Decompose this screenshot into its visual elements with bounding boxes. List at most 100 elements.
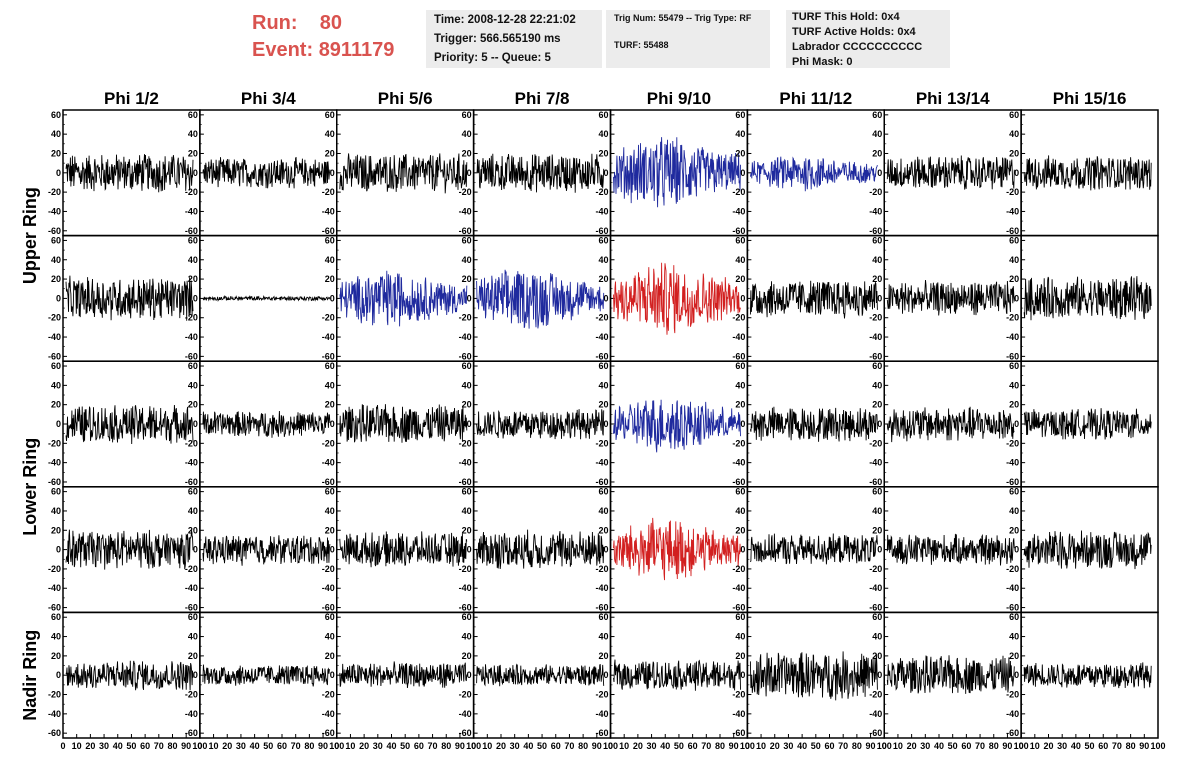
y-tick-label: -20	[48, 438, 61, 448]
y-tick-label: 40	[598, 255, 608, 265]
column-header: Phi 7/8	[515, 89, 570, 108]
x-tick-label: 0	[471, 741, 476, 751]
waveform-trace	[65, 154, 194, 193]
run-label: Run:	[252, 12, 298, 34]
x-tick-label: 0	[1019, 741, 1024, 751]
x-tick-label: 80	[989, 741, 999, 751]
x-tick-label: 10	[72, 741, 82, 751]
y-tick-label: 20	[462, 400, 472, 410]
y-tick-label: 60	[462, 110, 472, 120]
y-tick-label: 0	[603, 545, 608, 555]
y-tick-label: 20	[188, 525, 198, 535]
run-value: 80	[319, 12, 343, 34]
y-tick-label: 20	[188, 400, 198, 410]
x-tick-label: 30	[647, 741, 657, 751]
row-label: Nadir Ring	[20, 630, 40, 721]
y-tick-label: -60	[1006, 351, 1019, 361]
y-tick-label: 40	[51, 129, 61, 139]
y-tick-label: 0	[877, 545, 882, 555]
x-tick-label: 0	[334, 741, 339, 751]
x-tick-label: 30	[236, 741, 246, 751]
y-tick-label: 0	[603, 670, 608, 680]
y-tick-label: 20	[188, 148, 198, 158]
y-tick-label: -40	[185, 709, 198, 719]
y-tick-label: -60	[732, 351, 745, 361]
y-tick-label: -20	[185, 438, 198, 448]
y-tick-label: 60	[462, 361, 472, 371]
y-tick-label: 60	[1009, 235, 1019, 245]
y-tick-label: 0	[330, 168, 335, 178]
y-tick-label: 0	[330, 670, 335, 680]
y-tick-label: 40	[735, 632, 745, 642]
y-tick-label: -20	[1006, 564, 1019, 574]
y-tick-label: 40	[51, 255, 61, 265]
x-tick-label: 80	[1126, 741, 1136, 751]
x-tick-label: 40	[250, 741, 260, 751]
x-tick-label: 80	[167, 741, 177, 751]
y-tick-label: 40	[462, 506, 472, 516]
y-tick-label: 60	[188, 235, 198, 245]
phi-mask-text: Phi Mask: 0	[792, 56, 853, 68]
y-tick-label: -40	[732, 583, 745, 593]
y-tick-label: -40	[595, 583, 608, 593]
trig-info-box: Trig Num: 55479 -- Trig Type: RF TURF: 5…	[606, 10, 770, 68]
y-tick-label: -40	[869, 206, 882, 216]
y-tick-label: -60	[48, 603, 61, 613]
y-tick-label: 60	[462, 235, 472, 245]
x-tick-label: 100	[1150, 741, 1165, 751]
y-tick-label: -60	[48, 351, 61, 361]
y-tick-label: -60	[322, 728, 335, 738]
y-tick-label: -60	[459, 603, 472, 613]
y-tick-label: 20	[325, 651, 335, 661]
y-tick-label: 40	[735, 380, 745, 390]
y-tick-label: 0	[1014, 670, 1019, 680]
y-tick-label: -60	[48, 728, 61, 738]
x-tick-label: 40	[797, 741, 807, 751]
waveform-trace	[65, 529, 194, 570]
y-tick-label: 60	[51, 612, 61, 622]
y-tick-label: -40	[322, 458, 335, 468]
y-tick-label: 60	[325, 110, 335, 120]
trig-num-text: Trig Num: 55479 -- Trig Type: RF	[614, 13, 752, 23]
x-tick-label: 10	[209, 741, 219, 751]
y-tick-label: -20	[869, 438, 882, 448]
x-tick-label: 10	[619, 741, 629, 751]
x-tick-label: 30	[783, 741, 793, 751]
y-tick-label: -20	[459, 690, 472, 700]
run-line: Run: 80	[252, 10, 394, 37]
y-tick-label: 60	[598, 235, 608, 245]
x-tick-label: 80	[852, 741, 862, 751]
x-tick-label: 40	[1071, 741, 1081, 751]
x-tick-label: 20	[633, 741, 643, 751]
y-tick-label: 40	[872, 632, 882, 642]
y-tick-label: -20	[459, 438, 472, 448]
x-tick-label: 80	[578, 741, 588, 751]
y-tick-label: 40	[325, 255, 335, 265]
y-tick-label: 20	[51, 148, 61, 158]
y-tick-label: -60	[1006, 226, 1019, 236]
y-tick-label: 60	[735, 361, 745, 371]
x-tick-label: 30	[373, 741, 383, 751]
x-tick-label: 100	[603, 741, 618, 751]
y-tick-label: 0	[56, 293, 61, 303]
y-tick-label: -20	[732, 187, 745, 197]
y-tick-label: 0	[56, 670, 61, 680]
y-tick-label: -40	[185, 458, 198, 468]
y-tick-label: 20	[462, 525, 472, 535]
y-tick-label: -60	[1006, 728, 1019, 738]
y-tick-label: -60	[322, 477, 335, 487]
y-tick-label: 0	[740, 670, 745, 680]
y-tick-label: 40	[188, 380, 198, 390]
y-tick-label: 40	[188, 129, 198, 139]
y-tick-label: 20	[872, 274, 882, 284]
y-tick-label: -20	[48, 690, 61, 700]
y-tick-label: -20	[869, 313, 882, 323]
y-tick-label: 60	[1009, 110, 1019, 120]
x-tick-label: 80	[441, 741, 451, 751]
y-tick-label: 60	[598, 361, 608, 371]
x-tick-label: 50	[263, 741, 273, 751]
y-tick-label: 40	[188, 632, 198, 642]
y-tick-label: -60	[732, 226, 745, 236]
y-tick-label: -40	[869, 583, 882, 593]
